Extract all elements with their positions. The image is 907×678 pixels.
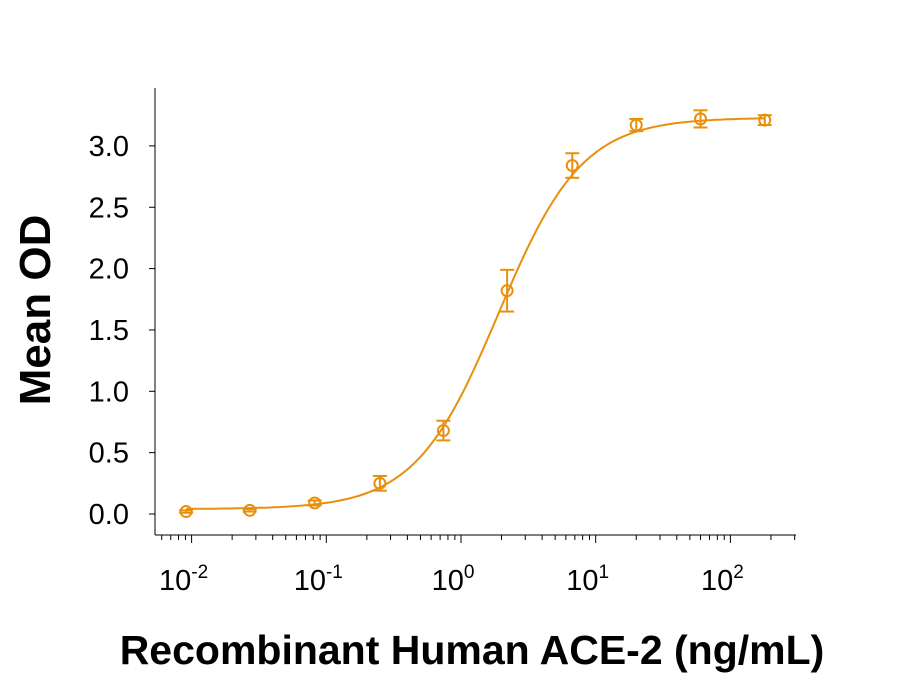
y-tick-label: 0.0 (89, 499, 129, 531)
x-tick-label: 101 (566, 562, 609, 597)
x-tick-exponent: -2 (191, 562, 208, 583)
y-tick-labels: 0.0 0.5 1.0 1.5 2.0 2.5 3.0 (89, 131, 129, 531)
y-tick-label: 2.5 (89, 192, 129, 224)
data-point (179, 505, 193, 519)
data-point (629, 118, 643, 132)
fit-curve (186, 117, 765, 510)
data-point (565, 159, 579, 173)
axes (149, 88, 796, 543)
x-axis-label: Recombinant Human ACE-2 (ng/mL) (120, 627, 825, 673)
data-marks (179, 109, 772, 519)
y-tick-label: 0.5 (89, 438, 129, 470)
data-point (694, 112, 708, 126)
data-point (436, 424, 450, 438)
x-tick-label: 10-2 (159, 562, 208, 597)
data-point (758, 113, 772, 127)
x-tick-exponent: 1 (599, 562, 610, 583)
data-point (500, 284, 514, 298)
y-tick-label: 1.0 (89, 376, 129, 408)
data-point (373, 476, 387, 490)
y-tick-label: 2.0 (89, 254, 129, 286)
x-tick-label: 102 (701, 562, 744, 597)
data-point (243, 503, 257, 517)
x-tick-labels: 10-2 10-1 100 101 102 (159, 562, 744, 597)
x-tick-exponent: -1 (326, 562, 343, 583)
x-tick-exponent: 0 (464, 562, 475, 583)
x-tick-label: 100 (432, 562, 475, 597)
y-axis-label: Mean OD (11, 215, 60, 406)
x-tick-label: 10-1 (294, 562, 343, 597)
x-tick-exponent: 2 (733, 562, 744, 583)
y-tick-label: 3.0 (89, 131, 129, 163)
y-tick-label: 1.5 (89, 315, 129, 347)
data-point (308, 496, 322, 510)
